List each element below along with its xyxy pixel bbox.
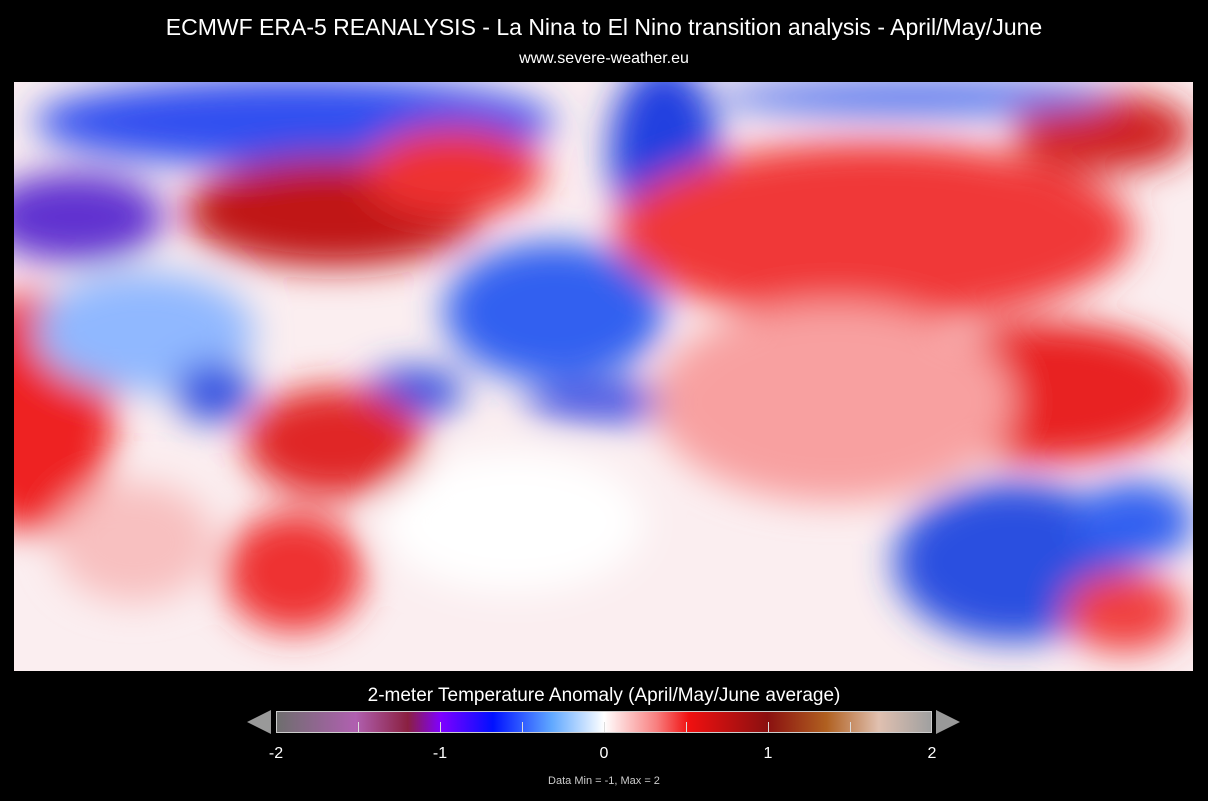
website-subtitle: www.severe-weather.eu — [519, 50, 689, 67]
colorbar-tick-label: 1 — [763, 745, 773, 762]
colorbar-title: 2-meter Temperature Anomaly (April/May/J… — [367, 685, 841, 706]
temperature-anomaly-map — [14, 82, 1193, 671]
colorbar-max-arrow — [936, 710, 960, 734]
anomaly-blob — [714, 82, 1114, 115]
anomaly-blob — [14, 172, 164, 262]
anomaly-blob — [384, 452, 644, 592]
anomaly-blob — [654, 302, 1014, 502]
colorbar-tickmark — [768, 722, 769, 732]
anomaly-blob — [1074, 482, 1193, 562]
anomaly-blob — [174, 362, 254, 422]
colorbar-tickmark — [440, 722, 441, 732]
chart-title: ECMWF ERA-5 REANALYSIS - La Nina to El N… — [165, 14, 1043, 40]
colorbar-tick-label: -1 — [432, 745, 448, 762]
anomaly-blob — [444, 242, 664, 382]
colorbar-tick-label: -2 — [268, 745, 284, 762]
anomaly-blob — [54, 482, 214, 602]
anomaly-blob — [34, 272, 254, 392]
colorbar-tickmark — [358, 722, 359, 732]
anomaly-field — [14, 82, 1193, 652]
colorbar-tickmark — [686, 722, 687, 732]
anomaly-blob — [244, 387, 424, 497]
colorbar-min-arrow — [247, 710, 271, 734]
anomaly-blob — [614, 142, 1134, 322]
colorbar-tick-label: 0 — [599, 745, 609, 762]
anomaly-blob — [364, 127, 544, 217]
colorbar-tickmark — [604, 722, 605, 732]
anomaly-blob — [224, 512, 364, 632]
colorbar-tick-label: 2 — [927, 745, 937, 762]
anomaly-blob — [1064, 572, 1184, 652]
data-range-note: Data Min = -1, Max = 2 — [548, 775, 660, 787]
colorbar-tickmark — [522, 722, 523, 732]
colorbar-tickmark — [850, 722, 851, 732]
anomaly-blob — [1014, 92, 1193, 172]
